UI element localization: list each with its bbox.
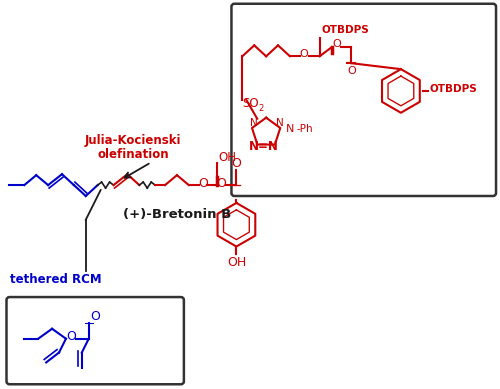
Text: olefination: olefination — [98, 148, 169, 161]
Text: OTBDPS: OTBDPS — [430, 84, 478, 94]
Text: O: O — [232, 157, 241, 170]
Text: tethered RCM: tethered RCM — [10, 273, 102, 286]
Text: OTBDPS: OTBDPS — [322, 25, 370, 35]
Text: N: N — [286, 124, 294, 133]
Text: N=N: N=N — [250, 140, 279, 153]
Text: O: O — [66, 330, 76, 343]
FancyBboxPatch shape — [232, 4, 496, 196]
Text: O: O — [216, 177, 226, 189]
Text: OH: OH — [227, 256, 246, 269]
Text: SO: SO — [242, 97, 259, 110]
FancyBboxPatch shape — [6, 297, 184, 384]
Text: Julia-Kocienski: Julia-Kocienski — [85, 134, 182, 147]
Text: O: O — [332, 39, 341, 49]
Text: (+)-Bretonin B: (+)-Bretonin B — [123, 209, 231, 221]
Text: OH: OH — [218, 151, 236, 164]
Text: O: O — [347, 66, 356, 76]
Text: O: O — [90, 310, 101, 323]
Text: O: O — [300, 49, 308, 59]
Text: -Ph: -Ph — [297, 124, 314, 133]
Text: N: N — [276, 117, 284, 128]
Text: O: O — [198, 177, 207, 189]
Text: N: N — [250, 117, 258, 128]
Text: 2: 2 — [258, 104, 264, 113]
